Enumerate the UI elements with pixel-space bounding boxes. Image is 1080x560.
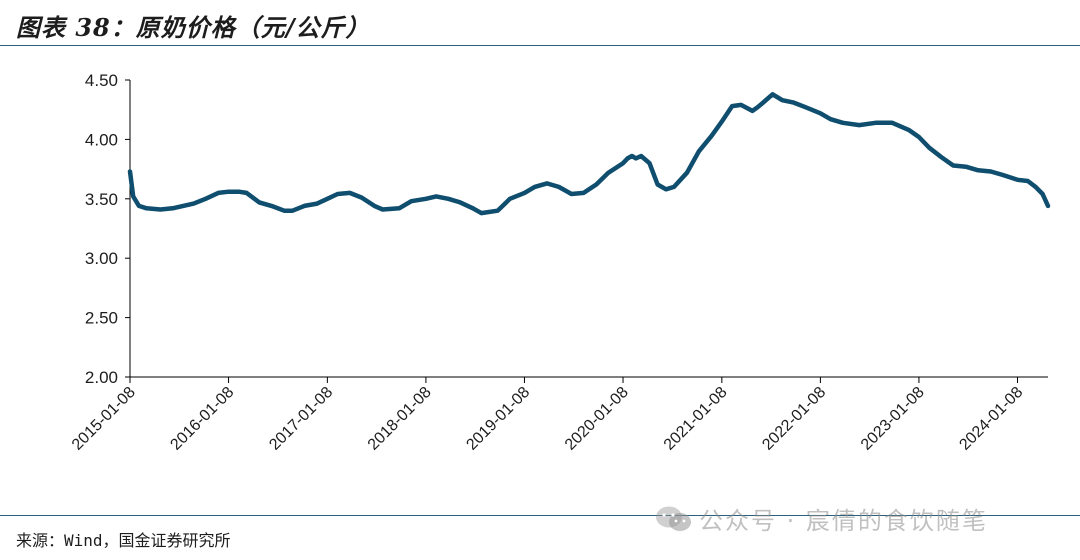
footer-rule	[0, 515, 1080, 516]
y-tick-label: 4.50	[85, 71, 118, 90]
y-tick-label: 4.00	[85, 130, 118, 149]
chart-title: 图表 38：原奶价格（元/公斤）	[16, 13, 371, 42]
x-tick-label: 2024-01-08	[956, 384, 1026, 454]
y-axis-ticks: 2.00 2.50 3.00 3.50 4.00 4.50	[85, 71, 130, 387]
chart-area: 2.00 2.50 3.00 3.50 4.00 4.50 2015-01-08 2016-…	[69, 71, 1051, 454]
x-tick-label: 2016-01-08	[167, 384, 237, 454]
x-tick-label: 2018-01-08	[365, 384, 435, 454]
x-tick-label: 2023-01-08	[858, 384, 928, 454]
watermark-text: 公众号 · 宸倩的食饮随笔	[699, 507, 988, 535]
x-tick-label: 2019-01-08	[463, 384, 533, 454]
wechat-icon	[656, 506, 691, 531]
x-tick-label: 2022-01-08	[759, 384, 829, 454]
watermark: 公众号 · 宸倩的食饮随笔	[655, 501, 988, 536]
x-tick-label: 2021-01-08	[661, 384, 731, 454]
axes	[129, 80, 1048, 378]
x-tick-label: 2015-01-08	[69, 384, 139, 454]
y-tick-label: 2.50	[85, 309, 118, 328]
x-tick-label: 2020-01-08	[562, 384, 632, 454]
x-axis-ticks: 2015-01-08 2016-01-08 2017-01-08 2018-01-08…	[69, 377, 1026, 454]
x-tick-label: 2017-01-08	[266, 384, 336, 454]
y-tick-label: 3.50	[85, 190, 118, 209]
series-line	[127, 92, 1051, 216]
series-group	[127, 92, 1051, 216]
source-note: 来源：Wind，国金证券研究所	[16, 531, 231, 550]
y-tick-label: 3.00	[85, 249, 118, 268]
y-tick-label: 2.00	[85, 368, 118, 387]
header-rule	[0, 45, 1080, 46]
